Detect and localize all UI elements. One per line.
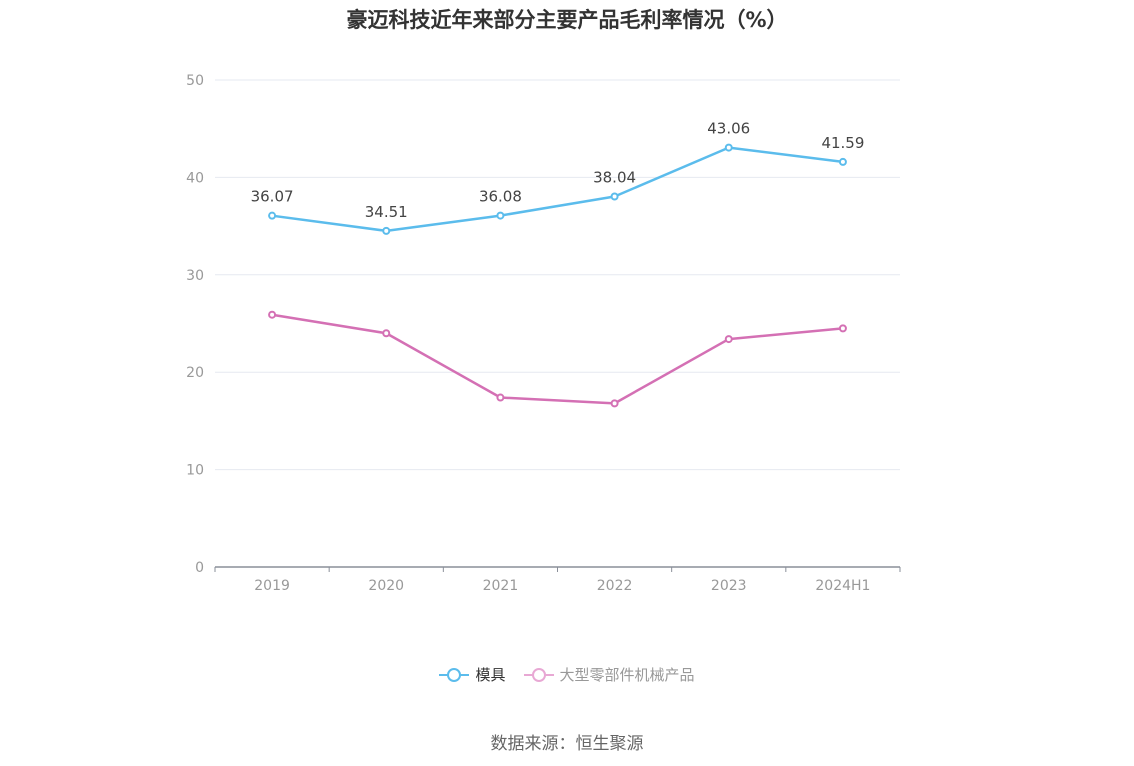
data-label: 38.04 <box>593 168 636 186</box>
legend-item[interactable]: 模具 <box>439 664 506 685</box>
series-line <box>271 313 844 405</box>
legend-label: 模具 <box>475 666 506 684</box>
data-point <box>496 393 505 402</box>
data-label: 43.06 <box>707 120 750 138</box>
legend-item[interactable]: 大型零部件机械产品 <box>523 664 695 685</box>
data-label: 34.51 <box>365 203 408 221</box>
data-point <box>610 399 619 408</box>
series-group: 36.07 34.51 36.08 38.04 43.06 41.59 <box>251 120 864 408</box>
data-point <box>268 211 277 220</box>
data-point <box>382 226 391 235</box>
x-axis: 2019 2020 2021 2022 2023 2024H1 <box>214 566 901 594</box>
data-point <box>838 157 847 166</box>
legend-swatch-icon <box>523 667 554 682</box>
data-point <box>382 329 391 338</box>
data-point <box>724 143 733 152</box>
series-2 <box>268 310 847 408</box>
data-point <box>268 310 277 319</box>
data-label: 41.59 <box>821 134 864 152</box>
series-line <box>271 146 844 233</box>
data-point <box>610 192 619 201</box>
legend: 模具 大型零部件机械产品 <box>0 664 1134 685</box>
y-tick-label: 30 <box>186 268 204 284</box>
x-tick-label: 2024H1 <box>815 578 870 594</box>
x-tick-label: 2022 <box>597 578 633 594</box>
source-note: 数据来源：恒生聚源 <box>490 734 644 754</box>
y-tick-label: 50 <box>186 73 204 89</box>
x-tick-label: 2019 <box>254 578 290 594</box>
legend-label: 大型零部件机械产品 <box>559 666 695 684</box>
legend-swatch-icon <box>439 667 470 682</box>
y-tick-label: 0 <box>195 560 204 576</box>
y-tick-label: 20 <box>186 365 204 381</box>
y-tick-label: 10 <box>186 463 204 479</box>
data-point <box>838 324 847 333</box>
y-tick-label: 40 <box>186 170 204 186</box>
series-1: 36.07 34.51 36.08 38.04 43.06 41.59 <box>251 120 864 235</box>
grid-lines <box>215 79 900 471</box>
x-tick-label: 2020 <box>368 578 404 594</box>
data-point <box>496 211 505 220</box>
chart-title: 豪迈科技近年来部分主要产品毛利率情况（%） <box>346 8 788 32</box>
x-tick-label: 2023 <box>711 578 747 594</box>
x-tick-label: 2021 <box>483 578 519 594</box>
data-label: 36.07 <box>251 188 294 206</box>
y-axis-ticks: 0 10 20 30 40 50 <box>186 73 204 576</box>
data-label: 36.08 <box>479 188 522 206</box>
data-point <box>724 335 733 344</box>
